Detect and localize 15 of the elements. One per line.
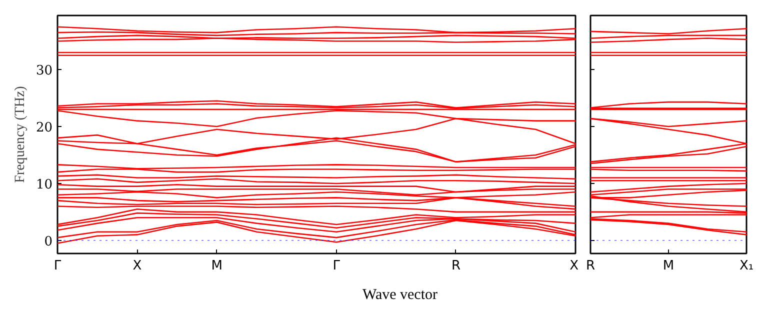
x-tick-label: Γ (332, 258, 341, 274)
x-tick-label: X₁ (739, 258, 754, 274)
x-axis-title: Wave vector (362, 286, 438, 305)
x-tick-label: X (570, 258, 579, 274)
y-axis-title: Frequency (THz) (12, 86, 28, 183)
x-tick-label: R (451, 258, 460, 274)
x-tick-label: X (132, 258, 142, 274)
x-tick-label: R (586, 258, 596, 274)
y-tick-label: 0 (44, 234, 53, 250)
y-tick-label: 30 (36, 64, 53, 79)
x-tick-label: M (662, 258, 674, 274)
x-tick-label: M (211, 258, 222, 274)
y-tick-label: 20 (36, 120, 53, 136)
x-tick-label: Γ (54, 258, 62, 274)
y-tick-label: 10 (36, 177, 53, 192)
